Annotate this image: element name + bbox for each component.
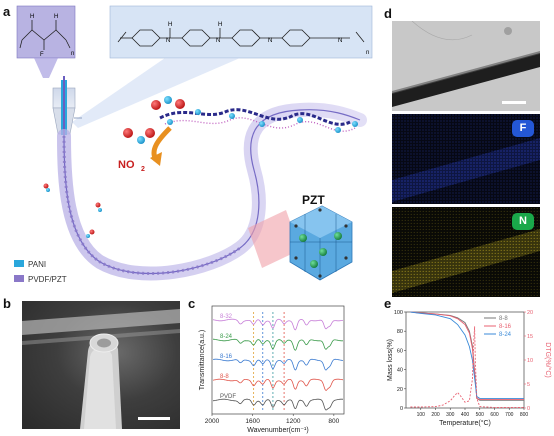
svg-text:N: N — [166, 38, 170, 44]
tga-y2tick-label-0: 0 — [527, 406, 530, 412]
ftir-xtick-label-3: 800 — [328, 418, 339, 425]
tga-xtick-label-2: 300 — [446, 412, 455, 418]
tga-series-8-24 — [410, 311, 524, 399]
floating-molecules — [43, 183, 102, 238]
ftir-series-8-32 — [212, 318, 344, 331]
ftir-chart: 8-32 8-24 8-16 8-8 PVDF 2000 1600 1200 800 Wavenu… — [199, 305, 345, 434]
svg-text:H: H — [168, 22, 172, 28]
ftir-xtick-label-2: 1200 — [286, 418, 301, 425]
pzt-label: PZT — [302, 193, 325, 207]
panel-b-letter: b — [3, 296, 11, 311]
tga-series-8-16 — [410, 311, 524, 400]
tga-y2tick-label-1: 5 — [527, 382, 530, 388]
spinneret-nozzle — [52, 76, 82, 136]
ftir-xtick-label-1: 1600 — [245, 418, 260, 425]
panel-a-illustration: H H F n H H N N N N n — [14, 5, 373, 284]
pani-subscript-n: n — [366, 50, 369, 56]
legend-pvdf-label: PVDF/PZT — [28, 275, 67, 284]
ftir-series-label-8-24: 8-24 — [220, 334, 233, 340]
ftir-series-8-16 — [213, 358, 344, 371]
pzt-crystal — [248, 205, 353, 281]
legend-pani-swatch — [14, 260, 24, 267]
svg-text:N: N — [338, 38, 342, 44]
svg-text:H: H — [30, 14, 34, 20]
ftir-series-8-24 — [213, 338, 343, 351]
ftir-xtick-label-0: 2000 — [205, 418, 220, 425]
panel-e-letter: e — [384, 296, 392, 311]
tem-image-fiber — [392, 21, 540, 111]
sem-b-scalebar — [138, 417, 170, 420]
tga-xtick-label-7: 800 — [520, 412, 529, 418]
sem-image-fiber-end — [22, 301, 180, 429]
tga-xlabel: Temperature(°C) — [439, 419, 491, 427]
svg-text:H: H — [54, 14, 58, 20]
tga-ytick-label-4: 80 — [397, 329, 403, 335]
tga-y2tick-label-3: 15 — [527, 334, 533, 340]
tga-ylabel: Mass loss(%) — [387, 339, 394, 381]
ftir-series-label-8-32: 8-32 — [220, 314, 233, 320]
no2-molecules — [123, 96, 185, 166]
svg-text:N: N — [268, 38, 272, 44]
tga-ytick-label-2: 40 — [397, 368, 403, 374]
eds-map-fluorine: F — [392, 114, 540, 204]
ftir-series-label-8-8: 8-8 — [220, 374, 229, 380]
eds-f-label: F — [512, 120, 534, 137]
tga-xtick-label-4: 500 — [476, 412, 485, 418]
tga-legend-label-8-8: 8-8 — [499, 316, 508, 322]
pani-beam — [72, 58, 240, 128]
eds-n-label: N — [512, 213, 534, 230]
tga-legend-label-8-16: 8-16 — [499, 324, 512, 330]
ftir-series-label-8-16: 8-16 — [220, 354, 233, 360]
ftir-xlabel: Wavenumber(cm⁻¹) — [247, 427, 308, 434]
pvdf-structure-box: H H F n — [16, 5, 76, 59]
tga-ytick-label-3: 60 — [397, 348, 403, 354]
tga-ytick-label-1: 20 — [397, 387, 403, 393]
tga-xtick-label-6: 700 — [505, 412, 514, 418]
tga-series-DTG — [410, 326, 524, 408]
panel-a-letter: a — [3, 4, 11, 19]
legend-pvdf-swatch — [14, 275, 24, 282]
no2-subscript: 2 — [141, 166, 145, 173]
ftir-series-8-8 — [212, 378, 344, 391]
pani-chain-atoms — [167, 109, 358, 133]
tga-y2tick-label-4: 20 — [527, 310, 533, 316]
tga-xtick-label-3: 400 — [461, 412, 470, 418]
pvdf-subscript-n: n — [71, 51, 74, 57]
tga-y2label: DTG(%/°C) — [544, 342, 552, 377]
tga-ytick-label-0: 0 — [400, 406, 403, 412]
no2-label: NO — [118, 159, 135, 171]
eds-map-nitrogen: N — [392, 207, 540, 297]
tga-chart: 100 200 300 400 500 600 700 8000204060801000510… — [387, 310, 552, 427]
tga-y2tick-label-2: 10 — [527, 358, 533, 364]
tga-xtick-label-1: 200 — [431, 412, 440, 418]
ftir-series-PVDF — [212, 398, 344, 411]
panel-c-letter: c — [188, 296, 196, 311]
legend-pani-label: PANI — [28, 260, 46, 269]
panel-d-letter: d — [384, 6, 392, 21]
ftir-frame — [211, 305, 345, 415]
panel-a-legend: PANI PVDF/PZT — [14, 260, 67, 284]
tga-xtick-label-5: 600 — [490, 412, 499, 418]
svg-text:H: H — [218, 22, 222, 28]
svg-text:N: N — [216, 38, 220, 44]
tem-scalebar — [502, 101, 526, 104]
ftir-ylabel: Transmittance(a.u.) — [199, 330, 206, 390]
svg-text:F: F — [40, 52, 44, 58]
tga-xtick-label-0: 100 — [417, 412, 426, 418]
pvdf-funnel — [34, 58, 58, 78]
tga-ytick-label-5: 100 — [394, 310, 403, 316]
ftir-series-label-PVDF: PVDF — [220, 394, 236, 400]
pani-structure-box: H H N N N N n — [109, 5, 373, 59]
tga-legend-label-8-24: 8-24 — [499, 332, 512, 338]
